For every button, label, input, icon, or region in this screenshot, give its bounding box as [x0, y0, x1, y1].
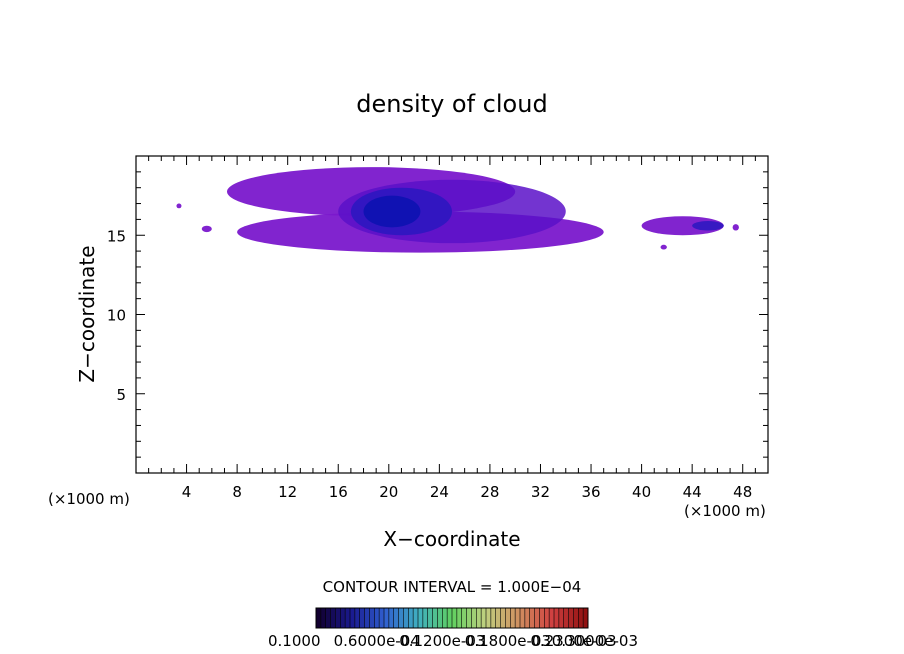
contour-interval-label: CONTOUR INTERVAL = 1.000E−04 — [323, 578, 582, 596]
colorbar-cell — [374, 608, 380, 628]
colorbar-cell — [398, 608, 404, 628]
colorbar-cell — [403, 608, 409, 628]
colorbar-cell — [325, 608, 331, 628]
colorbar — [315, 607, 589, 629]
y-tick-label: 10 — [107, 307, 126, 325]
y-axis: 5 10 15 — [107, 171, 768, 458]
x-tick-label: 20 — [379, 483, 398, 501]
colorbar-cell — [408, 608, 414, 628]
cloud-field — [176, 167, 739, 253]
colorbar-cell — [340, 608, 346, 628]
colorbar-cell — [568, 608, 574, 628]
colorbar-cell — [505, 608, 511, 628]
colorbar-cell — [345, 608, 350, 628]
x-tick-label: 48 — [733, 483, 752, 501]
x-tick-label: 28 — [480, 483, 499, 501]
colorbar-cell — [520, 608, 525, 628]
y-tick-label: 15 — [107, 227, 126, 245]
colorbar-cell — [524, 608, 530, 628]
cloud-blob-9 — [660, 244, 667, 250]
x-tick-label: 32 — [531, 483, 550, 501]
x-tick-label: 24 — [430, 483, 449, 501]
colorbar-cell — [461, 608, 467, 628]
colorbar-label: 0.3000e-03 — [552, 632, 638, 650]
cloud-blob-7 — [641, 216, 724, 236]
y-axis-label: Z−coordinate — [75, 245, 99, 382]
colorbar-cell — [563, 608, 569, 628]
x-tick-label: 36 — [581, 483, 600, 501]
x-axis-label: X−coordinate — [383, 527, 520, 551]
colorbar-cell — [558, 608, 564, 628]
colorbar-frame — [315, 607, 589, 629]
colorbar-label: 0.1800e-03 — [465, 632, 551, 650]
cloud-blob-8 — [692, 220, 724, 231]
colorbar-cell — [486, 608, 491, 628]
colorbar-cell — [539, 608, 545, 628]
colorbar-cell — [354, 608, 360, 628]
colorbar-cell — [359, 608, 365, 628]
colorbar-cell — [379, 608, 384, 628]
x-unit-right: (×1000 m) — [684, 502, 766, 520]
colorbar-cell — [393, 608, 399, 628]
colorbar-cell — [466, 608, 472, 628]
x-tick-label: 12 — [278, 483, 297, 501]
colorbar-cell — [447, 608, 452, 628]
colorbar-cell — [549, 608, 554, 628]
colorbar-cell — [510, 608, 516, 628]
colorbar-cell — [364, 608, 370, 628]
colorbar-label: 0.1200e-03 — [399, 632, 485, 650]
colorbar-cell — [573, 608, 579, 628]
colorbar-cell — [418, 608, 423, 628]
colorbar-cell — [583, 608, 588, 628]
colorbar-cell — [500, 608, 506, 628]
colorbar-cell — [350, 608, 355, 628]
colorbar-label: 0.1000 — [268, 632, 321, 650]
cloud-blob-1 — [201, 225, 212, 233]
colorbar-cell — [330, 608, 336, 628]
y-tick-label: 5 — [116, 386, 126, 404]
colorbar-cell — [369, 608, 375, 628]
colorbar-cell — [578, 608, 584, 628]
x-tick-label: 16 — [329, 483, 348, 501]
cloud-blob-10 — [732, 224, 739, 231]
cloud-blob-6 — [363, 195, 421, 228]
colorbar-cell — [413, 608, 418, 628]
colorbar-cell — [422, 608, 428, 628]
colorbar-cell — [456, 608, 462, 628]
colorbar-cell — [471, 608, 477, 628]
colorbar-cell — [316, 608, 321, 628]
colorbar-cell — [476, 608, 482, 628]
colorbar-label: 0.6000e-04 — [334, 632, 420, 650]
colorbar-cell — [481, 608, 486, 628]
colorbar-cell — [544, 608, 550, 628]
colorbar-cell — [495, 608, 501, 628]
x-unit-left: (×1000 m) — [48, 490, 130, 508]
colorbar-cell — [388, 608, 394, 628]
colorbar-cell — [452, 608, 457, 628]
colorbar-cell — [437, 608, 443, 628]
chart-title: density of cloud — [356, 90, 547, 118]
x-axis: 4 8 12 16 20 24 28 32 36 40 44 48 — [148, 156, 756, 501]
x-tick-label: 44 — [683, 483, 702, 501]
colorbar-labels: 0.1000 0.6000e-040.1200e-030.1800e-030.23… — [268, 632, 638, 650]
colorbar-label: 0.2300e-03 — [530, 632, 616, 650]
colorbar-cell — [335, 608, 341, 628]
colorbar-cell — [384, 608, 389, 628]
colorbar-cell — [490, 608, 496, 628]
colorbar-cell — [529, 608, 535, 628]
colorbar-cell — [442, 608, 448, 628]
colorbar-cell — [427, 608, 433, 628]
colorbar-cell — [515, 608, 520, 628]
x-tick-label: 4 — [182, 483, 192, 501]
colorbar-cell — [554, 608, 559, 628]
colorbar-cell — [432, 608, 438, 628]
x-tick-label: 8 — [232, 483, 242, 501]
cloud-blob-0 — [176, 203, 182, 209]
x-tick-label: 40 — [632, 483, 651, 501]
colorbar-cell — [534, 608, 540, 628]
colorbar-cell — [320, 608, 326, 628]
